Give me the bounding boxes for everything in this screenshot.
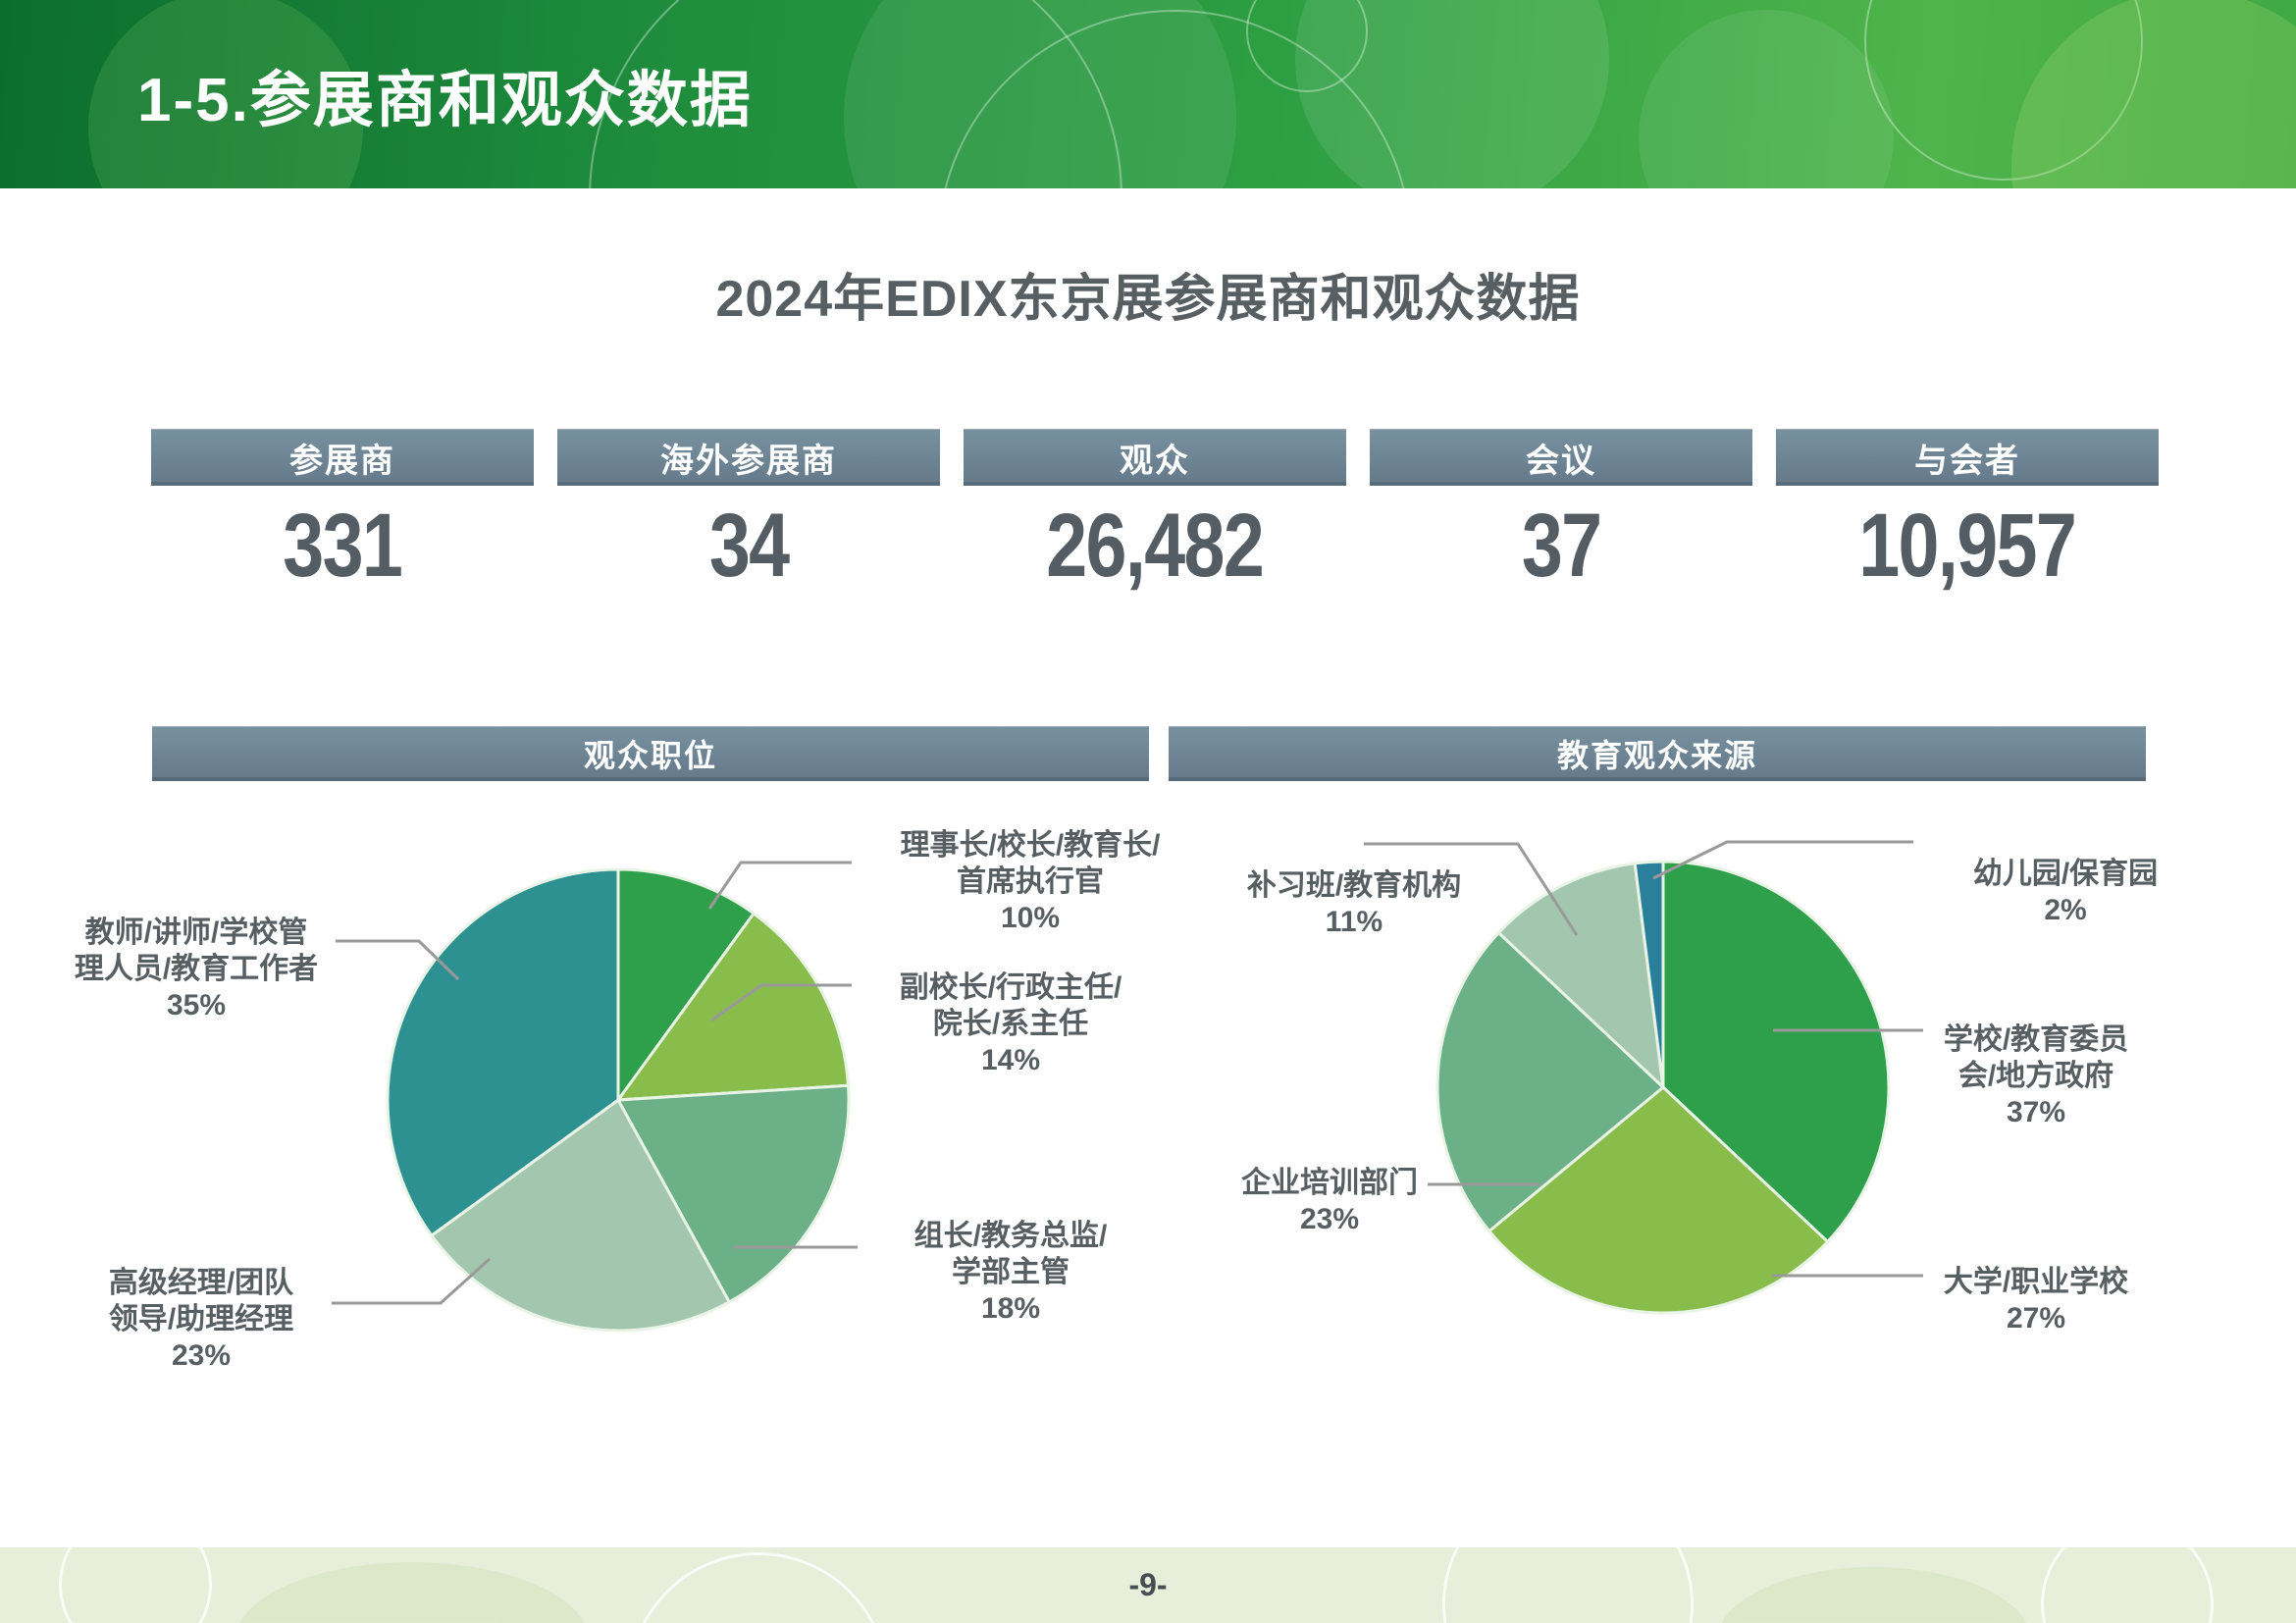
callout-line: 10% [1000, 902, 1061, 934]
leader-line-14pct [710, 983, 852, 1022]
leader-line-11pct [1364, 842, 1579, 936]
stats-row: 参展商 331 海外参展商 34 观众 26,482 会议 37 与会者 10,… [151, 429, 2159, 605]
callout-line: 副校长/行政主任/ [899, 971, 1122, 1004]
leader-line-35pct [336, 939, 460, 981]
stat-label: 会议 [1370, 429, 1752, 486]
footer-band: -9- [0, 1547, 2296, 1623]
pie-slice [386, 867, 620, 1237]
stat-label: 与会者 [1776, 429, 2159, 486]
callout-line: 会/地方政府 [1957, 1060, 2114, 1092]
pie-slice [1487, 1085, 1830, 1315]
page-number: -9- [1128, 1567, 1168, 1602]
leader-line-2pct [1652, 840, 1913, 880]
stat-value: 37 [1521, 495, 1602, 596]
callout-line: 35% [166, 989, 227, 1021]
callout-line: 理人员/教育工作者 [74, 953, 319, 985]
pie-slice [616, 867, 756, 1102]
decor-circle [2011, 0, 2296, 188]
pie-slice [1661, 860, 1891, 1243]
callout-line: 院长/系主任 [932, 1008, 1089, 1040]
callout-line: 幼儿园/保育园 [1972, 858, 2159, 890]
decor-circle [1864, 0, 2143, 181]
pie-callout-vice-principal: 副校长/行政主任/院长/系主任 14% [863, 969, 1158, 1078]
pie-slice [1496, 862, 1665, 1089]
stat-label: 观众 [964, 429, 1346, 486]
callout-line: 11% [1325, 906, 1383, 938]
stat-label: 海外参展商 [557, 429, 940, 486]
stat-visitors: 观众 26,482 [964, 429, 1346, 605]
callout-line: 首席执行官 [957, 865, 1104, 898]
callout-line: 2% [2044, 894, 2087, 926]
callout-line: 理事长/校长/教育长/ [900, 829, 1161, 862]
callout-line: 18% [980, 1292, 1041, 1325]
decor-circle [844, 0, 1236, 188]
stat-value: 10,957 [1858, 495, 2078, 596]
pie-callout-cram-school: 补习班/教育机构 11% [1207, 867, 1501, 940]
callout-line: 27% [2006, 1302, 2066, 1335]
callout-line: 教师/讲师/学校管 [84, 916, 308, 949]
pie-callout-corporate-training: 企业培训部门 23% [1182, 1165, 1477, 1237]
header-band: 1-5.参展商和观众数据 [0, 0, 2296, 188]
pie-callout-senior-manager: 高级经理/团队 领导/助理经理 23% [54, 1265, 348, 1374]
stat-exhibitors: 参展商 331 [151, 429, 534, 605]
page-title: 1-5.参展商和观众数据 [137, 67, 753, 134]
pie-charts-canvas [332, 840, 1923, 1333]
decor-circle [1639, 10, 1894, 188]
callout-line: 14% [980, 1044, 1041, 1076]
callout-line: 大学/职业学校 [1943, 1266, 2129, 1298]
pie-callout-kindergarten: 幼儿园/保育园 2% [1913, 856, 2218, 928]
callout-line: 23% [171, 1339, 232, 1372]
pie-education-visitor-sources [1435, 860, 1891, 1315]
leader-line-23pct-left [332, 1257, 492, 1305]
stat-attendees: 与会者 10,957 [1776, 429, 2159, 605]
pie-callout-school-board-government: 学校/教育委员 会/地方政府 37% [1884, 1021, 2188, 1130]
main-title: 2024年EDIX东京展参展商和观众数据 [715, 271, 1581, 328]
section-title-education-visitor-sources: 教育观众来源 [1169, 726, 2146, 781]
callout-line: 37% [2006, 1096, 2066, 1128]
stat-overseas-exhibitors: 海外参展商 34 [557, 429, 940, 605]
decor-circle [59, 1547, 212, 1623]
callout-line: 学校/教育委员 [1943, 1023, 2129, 1056]
callout-line: 领导/助理经理 [108, 1303, 294, 1335]
decor-circle [1295, 0, 1609, 188]
callout-line: 高级经理/团队 [108, 1267, 294, 1299]
stat-value: 34 [708, 495, 790, 596]
leader-line-10pct [707, 861, 852, 910]
callout-line: 组长/教务总监/ [913, 1220, 1108, 1252]
stat-label: 参展商 [151, 429, 534, 486]
section-title-visitor-positions: 观众职位 [152, 726, 1149, 781]
pie-callout-university: 大学/职业学校 27% [1884, 1264, 2188, 1336]
stat-value: 331 [283, 495, 404, 596]
pie-slice [1435, 931, 1665, 1233]
callout-line: 企业培训部门 [1241, 1167, 1418, 1199]
callout-line: 23% [1299, 1203, 1360, 1235]
decor-circle [937, 10, 1412, 188]
callout-line: 学部主管 [952, 1256, 1070, 1288]
pie-callout-teacher: 教师/讲师/学校管 理人员/教育工作者 35% [49, 915, 343, 1023]
callout-line: 补习班/教育机构 [1246, 869, 1462, 902]
pie-visitor-positions [386, 867, 851, 1333]
pie-callout-chairman-principal: 理事长/校长/教育长/首席执行官 10% [873, 827, 1187, 936]
pie-callout-group-leader: 组长/教务总监/学部主管 18% [863, 1218, 1158, 1327]
stat-value: 26,482 [1046, 495, 1266, 596]
decor-circle [1442, 1547, 1694, 1623]
stat-conferences: 会议 37 [1370, 429, 1752, 605]
decor-circle [1246, 0, 1368, 92]
pie-slice [430, 1098, 731, 1333]
pie-slice [1633, 860, 1665, 1089]
